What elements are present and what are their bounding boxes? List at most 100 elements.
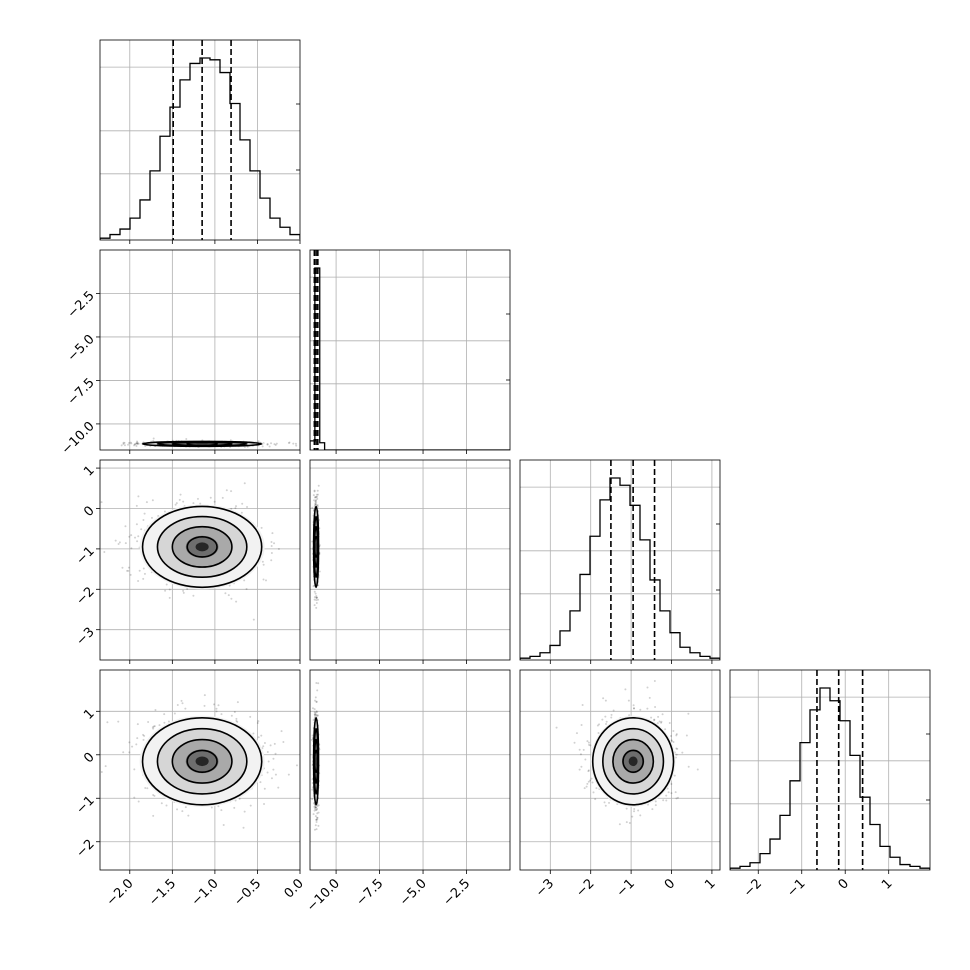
- scatter-point: [268, 445, 271, 448]
- scatter-point: [131, 745, 134, 748]
- histogram-bin: [900, 865, 910, 870]
- scatter-point: [249, 715, 252, 718]
- scatter-point: [235, 719, 238, 722]
- histogram-0: [100, 57, 300, 240]
- scatter-point: [313, 499, 316, 502]
- scatter-point: [227, 594, 230, 597]
- scatter-point: [675, 797, 678, 800]
- scatter-point: [259, 781, 262, 784]
- panel-2-1: [309, 459, 511, 664]
- scatter-point: [670, 782, 673, 785]
- histogram-bin: [220, 73, 230, 240]
- scatter-point: [288, 441, 291, 444]
- scatter-point: [586, 740, 589, 743]
- scatter-point: [142, 733, 145, 736]
- panel-content: [520, 670, 720, 870]
- scatter-point: [243, 482, 246, 485]
- scatter-point: [135, 442, 138, 445]
- histogram-bin: [160, 136, 170, 240]
- scatter-point: [601, 718, 604, 721]
- histogram-bin: [590, 536, 600, 660]
- scatter-point: [273, 542, 276, 545]
- scatter-point: [133, 444, 136, 447]
- scatter-point: [314, 500, 317, 503]
- scatter-point: [129, 573, 132, 576]
- scatter-point: [270, 442, 273, 445]
- contour-line: [141, 505, 263, 589]
- scatter-point: [143, 512, 146, 515]
- scatter-point: [135, 442, 138, 445]
- scatter-point: [249, 804, 252, 807]
- scatter-point: [610, 713, 613, 716]
- scatter-point: [199, 502, 202, 505]
- scatter-point: [639, 708, 642, 711]
- scatter-point: [632, 707, 635, 710]
- scatter-point: [315, 818, 318, 821]
- histogram-bin: [130, 218, 140, 240]
- scatter-point: [135, 445, 138, 448]
- scatter-point: [117, 720, 120, 723]
- scatter-point: [136, 442, 139, 445]
- scatter-point: [685, 734, 688, 737]
- panel-3-3: −2 −1 0 1: [729, 669, 931, 900]
- scatter-point: [317, 811, 320, 814]
- scatter-point: [262, 745, 265, 748]
- scatter-point: [314, 712, 317, 715]
- scatter-point: [292, 442, 295, 445]
- scatter-point: [316, 689, 319, 692]
- scatter-point: [164, 589, 167, 592]
- histogram-bin: [690, 653, 700, 660]
- histogram-bin: [850, 755, 860, 870]
- scatter-point: [595, 787, 598, 790]
- contour-line: [602, 727, 665, 795]
- scatter-point: [653, 719, 656, 722]
- histogram-bin: [640, 540, 650, 660]
- contour-line: [622, 749, 645, 773]
- scatter-point: [260, 734, 263, 737]
- ytick-label: 0: [81, 750, 97, 766]
- panel-content: [310, 250, 510, 450]
- contour-line: [156, 515, 248, 578]
- scatter-point: [310, 738, 313, 741]
- scatter-point: [672, 729, 675, 732]
- scatter-point: [314, 696, 317, 699]
- histogram-bin: [860, 797, 870, 870]
- scatter-point: [585, 785, 588, 788]
- histogram-bin: [190, 63, 200, 240]
- scatter-point: [311, 707, 314, 710]
- scatter-point: [176, 703, 179, 706]
- scatter-point: [625, 807, 628, 810]
- scatter-point: [143, 572, 146, 575]
- scatter-point: [315, 596, 318, 599]
- scatter-point: [313, 713, 316, 716]
- scatter-point: [182, 591, 185, 594]
- scatter-point: [277, 547, 280, 550]
- scatter-point: [665, 799, 668, 802]
- scatter-point: [136, 737, 139, 740]
- scatter-point: [314, 713, 317, 716]
- scatter-point: [242, 826, 245, 829]
- scatter-point: [312, 813, 315, 816]
- scatter-point: [158, 724, 161, 727]
- scatter-point: [130, 547, 133, 550]
- scatter-point: [314, 699, 317, 702]
- scatter-point: [181, 702, 184, 705]
- scatter-point: [118, 541, 121, 544]
- scatter-point: [633, 807, 636, 810]
- scatter-point: [654, 804, 657, 807]
- xtick-label: 0.0: [282, 876, 307, 901]
- scatter-point: [317, 804, 320, 807]
- scatter-point: [628, 714, 631, 717]
- scatter-point: [127, 569, 130, 572]
- scatter-point: [313, 828, 316, 831]
- scatter-point: [632, 704, 635, 707]
- scatter-point: [315, 682, 318, 685]
- scatter-point: [182, 500, 185, 503]
- contour-line: [171, 525, 233, 568]
- histogram-bin: [770, 839, 780, 870]
- scatter-point: [144, 786, 147, 789]
- scatter-point: [583, 787, 586, 790]
- xtick-label: −2.0: [104, 876, 137, 909]
- contour-line: [313, 535, 319, 558]
